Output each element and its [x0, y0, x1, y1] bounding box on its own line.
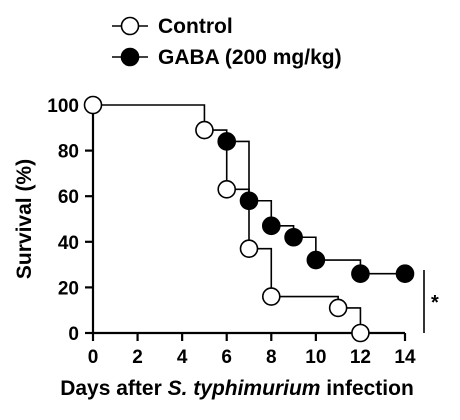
point-control	[195, 120, 214, 140]
y-tick-label: 40	[58, 233, 79, 254]
x-tick-label: 6	[221, 347, 232, 368]
point-control	[328, 298, 348, 318]
point-control	[83, 95, 103, 115]
y-tick-label: 60	[58, 187, 79, 208]
legend-entry-control: Control	[112, 15, 233, 38]
legend-entry-gaba: GABA (200 mg/kg)	[112, 46, 342, 69]
point-control	[239, 239, 259, 258]
y-tick-label: 100	[47, 96, 79, 117]
x-tick-label: 2	[132, 347, 143, 368]
x-tick-label: 8	[266, 347, 277, 368]
point-gaba	[217, 132, 237, 151]
x-axis-title-part-3: infection	[320, 377, 413, 400]
x-axis-title: Days after S. typhimurium infection	[60, 377, 414, 400]
y-tick-label: 0	[68, 324, 79, 345]
x-tick-label: 10	[305, 347, 326, 368]
legend: Control GABA (200 mg/kg)	[112, 15, 342, 69]
series-control	[83, 95, 370, 343]
x-tick-label: 12	[350, 347, 371, 368]
legend-marker-open-circle	[120, 16, 140, 36]
point-gaba	[306, 250, 326, 270]
y-axis-title: Survival (%)	[13, 159, 36, 279]
point-gaba	[351, 264, 370, 284]
point-control	[351, 323, 370, 343]
legend-label-control: Control	[158, 15, 233, 38]
x-tick-label: 14	[394, 347, 416, 368]
y-tick-label: 80	[58, 142, 79, 163]
y-tick-label: 20	[58, 278, 79, 299]
point-gaba	[239, 191, 259, 211]
legend-marker-filled-circle	[120, 47, 140, 67]
ticks: 0 2 4 6 8 10 12 14 0 20 40 60 80 100	[47, 96, 416, 368]
significance-marker: *	[423, 270, 439, 333]
x-tick-label: 0	[88, 347, 99, 368]
x-axis-title-part-1: Days after	[60, 377, 167, 400]
series-layer	[83, 95, 415, 343]
point-control	[217, 180, 237, 199]
x-axis-title-species: S. typhimurium	[168, 377, 321, 400]
point-gaba	[261, 216, 281, 236]
point-control	[261, 287, 281, 306]
series-gaba	[217, 132, 415, 284]
legend-label-gaba: GABA (200 mg/kg)	[158, 46, 342, 69]
point-gaba	[395, 264, 415, 284]
point-gaba	[284, 227, 303, 247]
significance-asterisk: *	[431, 292, 439, 314]
x-tick-label: 4	[177, 347, 188, 368]
